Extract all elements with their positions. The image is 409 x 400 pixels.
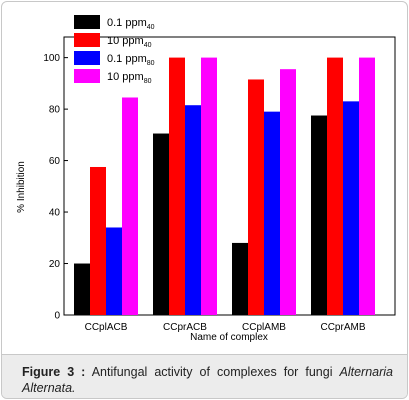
- bar: [359, 57, 375, 316]
- y-tick-label: 60: [49, 156, 61, 167]
- bar: [153, 133, 169, 315]
- legend-swatch: [74, 51, 100, 65]
- y-axis-label: % Inhibition: [16, 161, 27, 213]
- y-tick-label: 100: [43, 53, 60, 64]
- caption-label: Figure 3 :: [22, 365, 86, 379]
- caption-species: Alternaria Alternata.: [22, 365, 393, 395]
- bar: [264, 111, 280, 315]
- bar: [185, 105, 201, 316]
- bar: [201, 57, 217, 316]
- caption-text: Antifungal activity of complexes for fun…: [91, 365, 333, 379]
- bar: [169, 57, 185, 316]
- x-axis-label: Name of complex: [190, 332, 268, 343]
- legend-subscript: 40: [147, 24, 155, 31]
- x-tick-label: CCplAMB: [242, 322, 286, 333]
- legend-swatch: [74, 33, 100, 47]
- bar: [74, 263, 90, 315]
- legend-swatch: [74, 69, 100, 83]
- bar: [327, 57, 343, 316]
- y-tick-label: 0: [54, 311, 60, 322]
- legend-name: 10 ppm: [107, 35, 144, 47]
- legend-label: 10 ppm80: [107, 71, 152, 85]
- y-tick-label: 20: [49, 259, 61, 270]
- legend-swatch: [74, 15, 100, 29]
- legend-name: 10 ppm: [107, 71, 144, 83]
- legend-subscript: 40: [144, 42, 152, 49]
- plot-frame: [63, 36, 396, 316]
- bar: [232, 242, 248, 315]
- legend-subscript: 80: [147, 60, 155, 67]
- x-tick-label: CCprACB: [163, 322, 207, 333]
- legend-name: 0.1 ppm: [107, 53, 147, 65]
- legend-name: 0.1 ppm: [107, 17, 147, 29]
- chart: % Inhibition Name of complex 02040608010…: [16, 15, 396, 343]
- legend-label: 0.1 ppm80: [107, 53, 155, 67]
- y-tick-label: 80: [49, 105, 61, 116]
- legend-subscript: 80: [144, 78, 152, 85]
- caption: Figure 3 : Antifungal activity of comple…: [2, 354, 407, 398]
- x-tick-label: CCplACB: [85, 322, 128, 333]
- bar: [106, 227, 122, 315]
- bar: [248, 79, 264, 315]
- legend-label: 10 ppm40: [107, 35, 152, 49]
- bar: [122, 97, 138, 315]
- legend-label: 0.1 ppm40: [107, 17, 155, 31]
- bar: [90, 166, 106, 315]
- bar: [280, 69, 296, 315]
- x-tick-label: CCprAMB: [320, 322, 365, 333]
- y-tick-label: 40: [49, 208, 61, 219]
- bar: [343, 101, 359, 315]
- bar: [311, 115, 327, 315]
